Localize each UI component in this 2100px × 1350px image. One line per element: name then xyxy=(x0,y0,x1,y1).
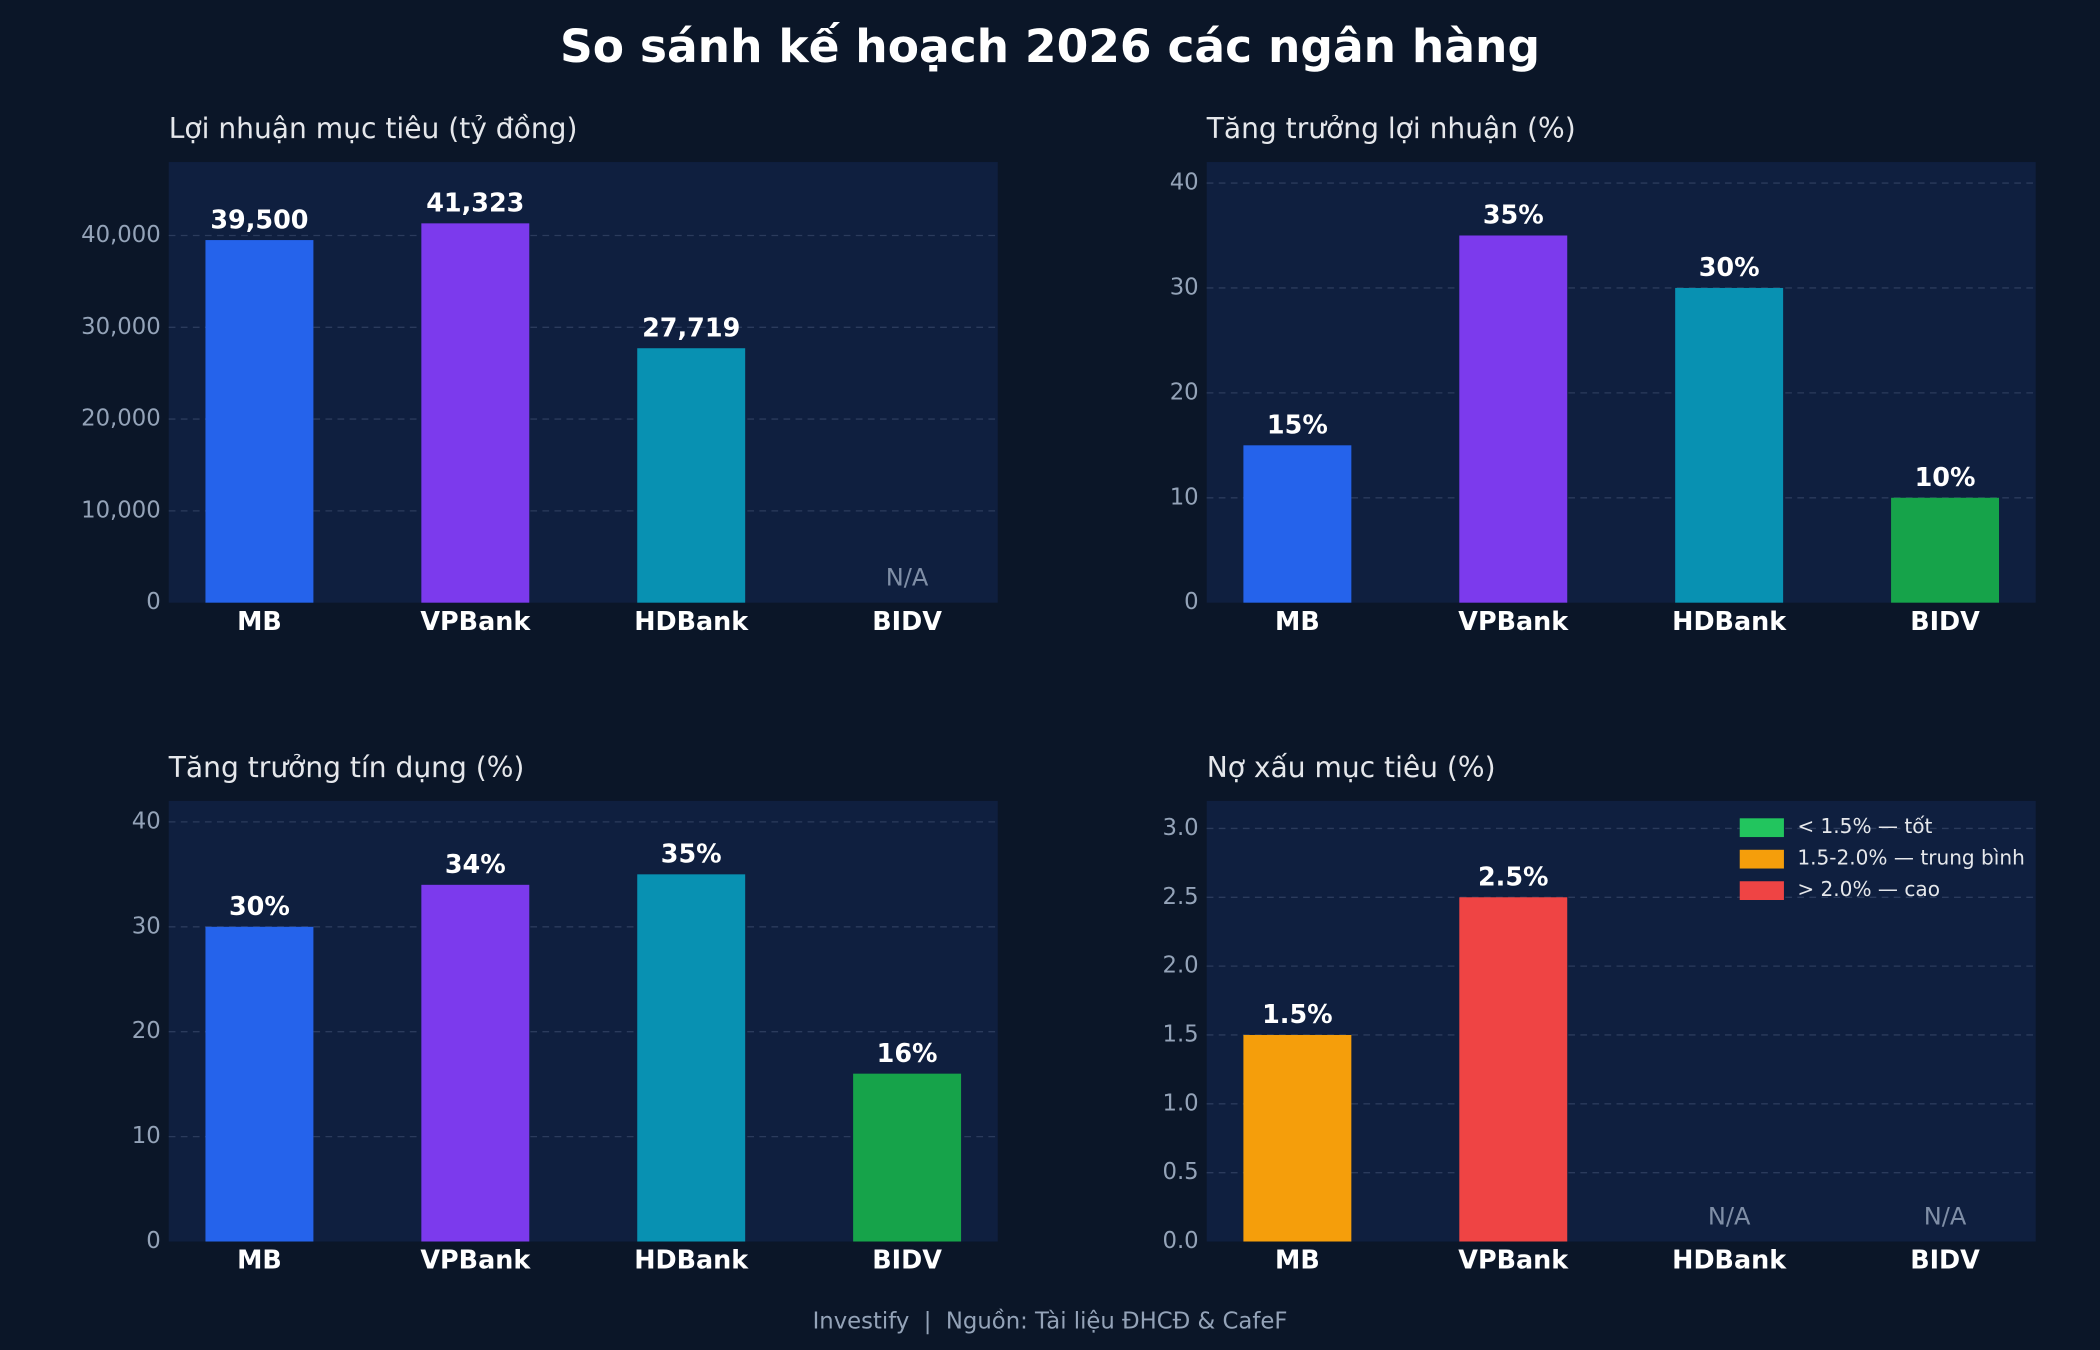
y-tick-label: 0 xyxy=(1184,589,1198,615)
bar xyxy=(637,348,746,603)
y-tick-label: 10 xyxy=(132,1123,161,1149)
y-tick-label: 40,000 xyxy=(81,222,161,248)
value-label: 2.5% xyxy=(1478,862,1549,892)
legend-swatch xyxy=(1739,818,1784,838)
bar xyxy=(421,884,530,1242)
value-label: N/A xyxy=(1924,1202,1967,1230)
x-tick-label: MB xyxy=(1275,606,1320,636)
value-label: 35% xyxy=(661,839,722,869)
x-tick-label: BIDV xyxy=(1910,606,1980,636)
x-tick-label: MB xyxy=(1275,1245,1320,1275)
x-tick-label: BIDV xyxy=(872,1245,942,1275)
bar xyxy=(1459,897,1568,1242)
bar xyxy=(1891,497,2000,603)
x-tick-label: MB xyxy=(237,606,282,636)
x-tick-label: VPBank xyxy=(420,1245,531,1275)
bar xyxy=(205,240,314,603)
y-tick-label: 30 xyxy=(1170,274,1199,300)
value-label: 10% xyxy=(1915,462,1976,492)
chart-title: Tăng trưởng lợi nhuận (%) xyxy=(1206,112,1576,145)
value-label: 35% xyxy=(1483,200,1544,230)
y-tick-label: 40 xyxy=(1170,170,1199,196)
y-tick-label: 0 xyxy=(146,1228,160,1254)
value-label: 34% xyxy=(445,849,506,879)
x-tick-label: MB xyxy=(237,1245,282,1275)
y-tick-label: 2.0 xyxy=(1162,953,1198,979)
value-label: 1.5% xyxy=(1262,999,1333,1029)
legend-swatch xyxy=(1739,849,1784,869)
value-label: N/A xyxy=(886,564,929,592)
x-tick-label: BIDV xyxy=(1910,1245,1980,1275)
y-tick-label: 20,000 xyxy=(81,406,161,432)
y-tick-label: 10 xyxy=(1170,484,1199,510)
bar xyxy=(1675,287,1784,603)
footer: Investify | Nguồn: Tài liệu ĐHCĐ & CafeF xyxy=(813,1308,1288,1334)
y-tick-label: 40 xyxy=(132,808,161,834)
chart-title: Lợi nhuận mục tiêu (tỷ đồng) xyxy=(169,112,578,145)
y-tick-label: 10,000 xyxy=(81,497,161,523)
legend-swatch xyxy=(1739,881,1784,900)
y-tick-label: 1.0 xyxy=(1162,1090,1198,1116)
y-tick-label: 20 xyxy=(132,1018,161,1044)
x-tick-label: VPBank xyxy=(1458,606,1569,636)
y-tick-label: 3.0 xyxy=(1162,815,1198,841)
bar xyxy=(1459,235,1568,603)
y-tick-label: 0.5 xyxy=(1162,1159,1198,1185)
value-label: 39,500 xyxy=(210,204,308,234)
x-tick-label: HDBank xyxy=(1672,606,1787,636)
main-title: So sánh kế hoạch 2026 các ngân hàng xyxy=(560,20,1540,73)
y-tick-label: 2.5 xyxy=(1162,884,1198,910)
x-tick-label: HDBank xyxy=(634,1245,749,1275)
y-tick-label: 30 xyxy=(132,913,161,939)
legend-label: < 1.5% — tốt xyxy=(1797,814,1932,838)
x-tick-label: VPBank xyxy=(420,606,531,636)
chart-title: Tăng trưởng tín dụng (%) xyxy=(168,751,525,784)
value-label: 27,719 xyxy=(642,312,740,342)
y-tick-label: 0 xyxy=(146,589,160,615)
y-tick-label: 1.5 xyxy=(1162,1021,1198,1047)
bar xyxy=(1243,1034,1352,1242)
y-tick-label: 20 xyxy=(1170,379,1199,405)
value-label: 30% xyxy=(1699,252,1760,282)
bar xyxy=(1243,445,1352,603)
x-tick-label: BIDV xyxy=(872,606,942,636)
value-label: 16% xyxy=(877,1038,938,1068)
value-label: 15% xyxy=(1267,410,1328,440)
x-tick-label: HDBank xyxy=(1672,1245,1787,1275)
value-label: 41,323 xyxy=(426,188,524,218)
bar xyxy=(205,926,314,1242)
value-label: 30% xyxy=(229,891,290,921)
y-tick-label: 0.0 xyxy=(1162,1228,1198,1254)
bar xyxy=(637,874,746,1242)
y-tick-label: 30,000 xyxy=(81,314,161,340)
chart-title: Nợ xấu mục tiêu (%) xyxy=(1207,751,1496,784)
x-tick-label: VPBank xyxy=(1458,1245,1569,1275)
legend-label: 1.5-2.0% — trung bình xyxy=(1797,846,2025,870)
value-label: N/A xyxy=(1708,1202,1751,1230)
x-tick-label: HDBank xyxy=(634,606,749,636)
bar xyxy=(421,223,530,603)
bar xyxy=(853,1073,962,1242)
legend-label: > 2.0% — cao xyxy=(1797,877,1940,901)
